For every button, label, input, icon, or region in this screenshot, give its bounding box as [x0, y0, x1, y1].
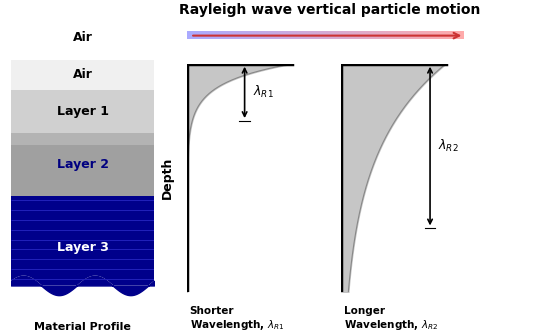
Text: Rayleigh wave vertical particle motion: Rayleigh wave vertical particle motion: [179, 3, 481, 17]
Text: $\lambda_{R1}$: $\lambda_{R1}$: [253, 84, 274, 100]
Text: Layer 2: Layer 2: [57, 158, 108, 171]
Text: Depth: Depth: [161, 157, 174, 199]
Bar: [11, 133, 154, 145]
Text: Layer 1: Layer 1: [57, 105, 108, 118]
Text: Air: Air: [73, 69, 92, 82]
Text: Material Profile: Material Profile: [34, 322, 131, 332]
Bar: [11, 89, 154, 133]
Text: $\lambda_{R2}$: $\lambda_{R2}$: [438, 138, 459, 154]
Text: Layer 3: Layer 3: [57, 242, 108, 254]
Bar: [11, 196, 154, 286]
Text: Longer
Wavelength, $\lambda_{R2}$: Longer Wavelength, $\lambda_{R2}$: [344, 306, 438, 332]
Bar: [11, 133, 154, 196]
Bar: [11, 60, 154, 89]
Text: Air: Air: [73, 31, 92, 44]
Text: Shorter
Wavelength, $\lambda_{R1}$: Shorter Wavelength, $\lambda_{R1}$: [190, 306, 284, 332]
